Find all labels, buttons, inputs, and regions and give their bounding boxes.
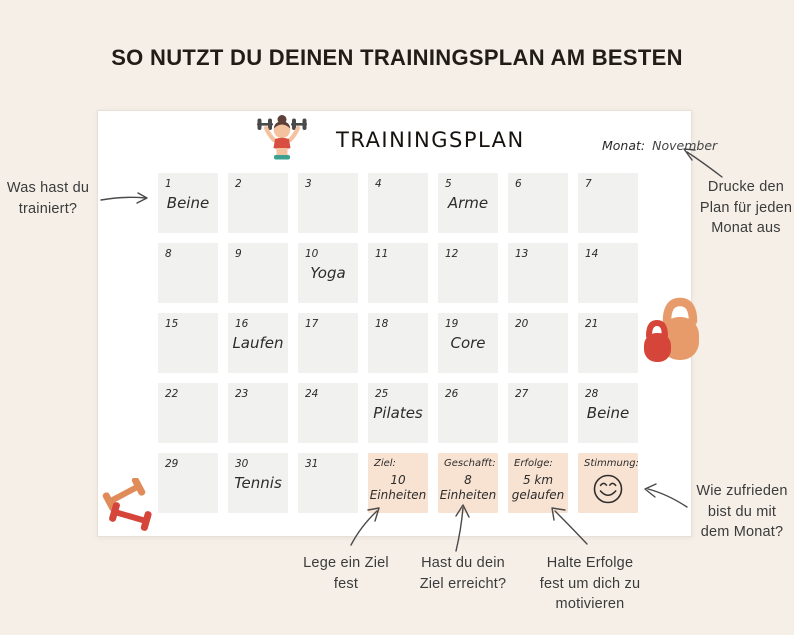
day-number: 16 bbox=[235, 318, 249, 330]
day-cell-2: 2 bbox=[228, 173, 288, 233]
month-label: Monat: bbox=[602, 138, 646, 153]
summary-label: Stimmung: bbox=[584, 458, 639, 469]
day-number: 6 bbox=[515, 178, 522, 190]
day-number: 3 bbox=[305, 178, 312, 190]
trainingsplan-sheet: TRAININGSPLAN Monat: November 1 Beine 2 3 4 5… bbox=[97, 110, 717, 537]
day-cell-27: 27 bbox=[508, 383, 568, 443]
summary-label: Geschafft: bbox=[444, 458, 496, 469]
day-number: 30 bbox=[235, 458, 249, 470]
day-number: 20 bbox=[515, 318, 529, 330]
day-cell-20: 20 bbox=[508, 313, 568, 373]
day-number: 10 bbox=[305, 248, 319, 260]
month-value: November bbox=[652, 138, 718, 153]
summary-cell-ziel: Ziel: 10 Einheiten bbox=[368, 453, 428, 513]
day-cell-14: 14 bbox=[578, 243, 638, 303]
summary-label: Ziel: bbox=[374, 458, 396, 469]
day-number: 14 bbox=[585, 248, 599, 260]
day-cell-26: 26 bbox=[438, 383, 498, 443]
day-cell-22: 22 bbox=[158, 383, 218, 443]
day-number: 15 bbox=[165, 318, 179, 330]
day-cell-11: 11 bbox=[368, 243, 428, 303]
annotation-was-trainiert: Was hast du trainiert? bbox=[6, 180, 90, 217]
day-cell-15: 15 bbox=[158, 313, 218, 373]
day-cell-21: 21 bbox=[578, 313, 638, 373]
calendar-grid: 1 Beine 2 3 4 5 Arme 6 7 8 9 10 Yoga 11 12 13 14 15 16 Lauf… bbox=[158, 173, 639, 513]
day-entry: Beine bbox=[586, 404, 630, 422]
day-cell-10: 10 Yoga bbox=[298, 243, 358, 303]
day-cell-23: 23 bbox=[228, 383, 288, 443]
day-number: 18 bbox=[375, 318, 389, 330]
day-entry: Pilates bbox=[373, 404, 423, 422]
day-cell-30: 30 Tennis bbox=[228, 453, 288, 513]
day-cell-24: 24 bbox=[298, 383, 358, 443]
day-entry: Core bbox=[450, 334, 486, 352]
dumbbells-icon bbox=[102, 478, 152, 531]
month-field: Monat: November bbox=[602, 138, 717, 153]
day-number: 12 bbox=[445, 248, 459, 260]
day-cell-25: 25 Pilates bbox=[368, 383, 428, 443]
day-cell-1: 1 Beine bbox=[158, 173, 218, 233]
summary-cell-stimmung: Stimmung: bbox=[578, 453, 639, 513]
day-cell-12: 12 bbox=[438, 243, 498, 303]
calendar-title: TRAININGSPLAN bbox=[336, 128, 525, 152]
day-number: 21 bbox=[585, 318, 599, 330]
day-number: 8 bbox=[165, 248, 172, 260]
day-number: 31 bbox=[305, 458, 319, 470]
day-number: 5 bbox=[445, 178, 452, 190]
day-cell-18: 18 bbox=[368, 313, 428, 373]
annotation-drucke-plan: Drucke den Plan für jeden Monat aus bbox=[699, 179, 793, 237]
day-number: 1 bbox=[165, 178, 172, 190]
day-cell-13: 13 bbox=[508, 243, 568, 303]
day-cell-16: 16 Laufen bbox=[228, 313, 288, 373]
day-number: 22 bbox=[165, 388, 179, 400]
woman-lifting-dumbbells-icon bbox=[257, 115, 307, 160]
day-cell-17: 17 bbox=[298, 313, 358, 373]
summary-cell-erfolge: Erfolge: 5 km gelaufen bbox=[508, 453, 568, 513]
day-cell-28: 28 Beine bbox=[578, 383, 638, 443]
annotation-halte-erfolge: Halte Erfolge fest um dich zu motivieren bbox=[539, 555, 641, 613]
day-cell-29: 29 bbox=[158, 453, 218, 513]
day-cell-4: 4 bbox=[368, 173, 428, 233]
annotation-wie-zufrieden: Wie zufrieden bist du mit dem Monat? bbox=[696, 483, 788, 541]
day-cell-3: 3 bbox=[298, 173, 358, 233]
summary-value: 8 Einheiten bbox=[439, 473, 497, 502]
summary-label: Erfolge: bbox=[514, 458, 553, 469]
day-cell-31: 31 bbox=[298, 453, 358, 513]
day-number: 7 bbox=[585, 178, 592, 190]
kettlebells-icon bbox=[644, 297, 699, 362]
day-cell-7: 7 bbox=[578, 173, 638, 233]
day-cell-19: 19 Core bbox=[438, 313, 498, 373]
day-number: 2 bbox=[235, 178, 242, 190]
day-number: 23 bbox=[235, 388, 249, 400]
day-number: 19 bbox=[445, 318, 459, 330]
day-number: 26 bbox=[445, 388, 459, 400]
day-number: 27 bbox=[515, 388, 529, 400]
day-number: 17 bbox=[305, 318, 319, 330]
summary-value: 5 km gelaufen bbox=[511, 473, 565, 502]
summary-value: 10 Einheiten bbox=[369, 473, 427, 502]
day-cell-5: 5 Arme bbox=[438, 173, 498, 233]
summary-cell-geschafft: Geschafft: 8 Einheiten bbox=[438, 453, 498, 513]
smiley-icon bbox=[593, 474, 623, 504]
day-number: 24 bbox=[305, 388, 319, 400]
annotation-lege-ziel: Lege ein Ziel fest bbox=[303, 555, 389, 592]
day-entry: Laufen bbox=[232, 334, 284, 352]
day-number: 29 bbox=[165, 458, 179, 470]
day-entry: Arme bbox=[447, 194, 489, 212]
day-number: 9 bbox=[235, 248, 242, 260]
day-number: 28 bbox=[585, 388, 599, 400]
day-entry: Beine bbox=[166, 194, 210, 212]
day-number: 11 bbox=[375, 248, 389, 260]
day-cell-6: 6 bbox=[508, 173, 568, 233]
annotation-ziel-erreicht: Hast du dein Ziel erreicht? bbox=[419, 555, 507, 592]
day-cell-8: 8 bbox=[158, 243, 218, 303]
day-number: 4 bbox=[375, 178, 382, 190]
day-entry: Yoga bbox=[310, 264, 346, 282]
day-number: 13 bbox=[515, 248, 529, 260]
day-cell-9: 9 bbox=[228, 243, 288, 303]
page-title: SO NUTZT DU DEINEN TRAININGSPLAN AM BEST… bbox=[111, 45, 683, 70]
day-number: 25 bbox=[375, 388, 389, 400]
day-entry: Tennis bbox=[234, 474, 282, 492]
